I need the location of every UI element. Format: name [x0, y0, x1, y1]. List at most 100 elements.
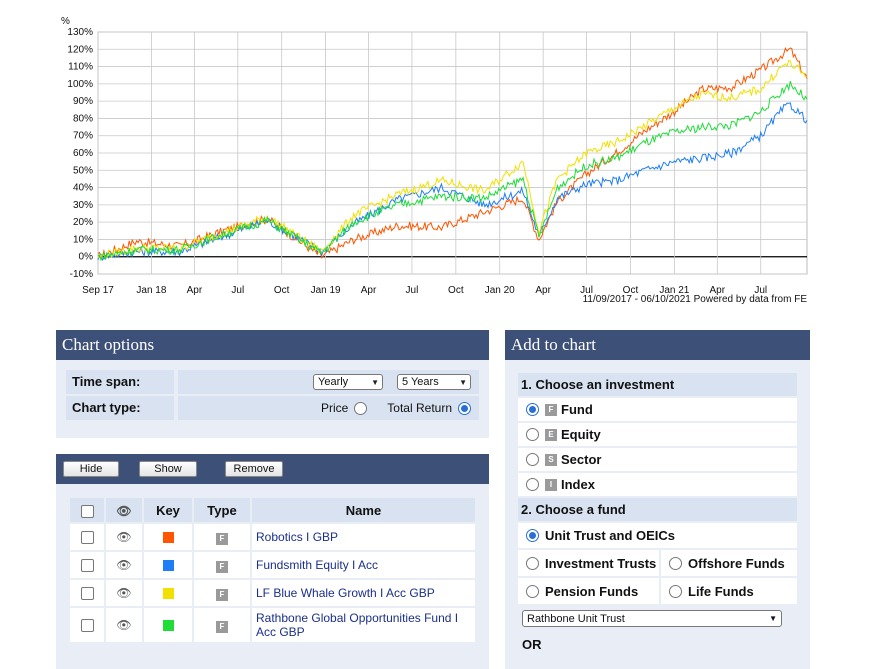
fund-manager-value: Rathbone Unit Trust	[527, 612, 625, 625]
key-header: Key	[144, 498, 192, 522]
fund-row-checkbox[interactable]	[80, 559, 94, 573]
offshore-funds-label: Offshore Funds	[688, 555, 785, 571]
investment-type-equity[interactable]: E Equity	[518, 421, 797, 446]
investment-type-index[interactable]: I Index	[518, 471, 797, 496]
time-span-label: Time span:	[66, 370, 174, 394]
x-tick-label: Oct	[623, 285, 639, 296]
eye-icon[interactable]: 👁	[116, 586, 132, 600]
y-tick-label: 70%	[73, 131, 93, 142]
fund-type-badge: F	[216, 620, 228, 633]
chart-footer-credit: 11/09/2017 - 06/10/2021 Powered by data …	[583, 294, 808, 305]
fund-name-link[interactable]: LF Blue Whale Growth I Acc GBP	[252, 580, 475, 606]
life-funds-option[interactable]: Life Funds	[661, 578, 797, 604]
fund-row-checkbox[interactable]	[80, 531, 94, 545]
fund-name-link[interactable]: Robotics I GBP	[252, 524, 475, 550]
fund-list-toolbar: Hide Show Remove	[56, 454, 489, 484]
pension-funds-radio[interactable]	[526, 584, 539, 598]
life-funds-radio[interactable]	[669, 584, 682, 598]
offshore-funds-radio[interactable]	[669, 556, 682, 570]
x-tick-label: Sep 17	[82, 285, 114, 296]
x-tick-label: Jan 19	[311, 285, 341, 296]
fund-row: 👁 F LF Blue Whale Growth I Acc GBP	[70, 580, 475, 606]
fund-row-checkbox[interactable]	[80, 587, 94, 601]
total-return-radio[interactable]	[458, 401, 471, 415]
life-funds-label: Life Funds	[688, 583, 754, 599]
select-all-checkbox[interactable]	[80, 504, 94, 518]
chart-series	[97, 47, 808, 262]
y-tick-label: 0%	[79, 252, 94, 263]
fund-row-checkbox[interactable]	[80, 619, 94, 633]
fund-row: 👁 F Fundsmith Equity I Acc	[70, 552, 475, 578]
time-span-interval-value: Yearly	[318, 376, 349, 388]
unit-trust-radio[interactable]	[526, 529, 539, 542]
investment-trusts-label: Investment Trusts	[545, 555, 657, 571]
y-tick-label: 100%	[67, 79, 93, 90]
name-header: Name	[252, 498, 475, 522]
price-radio[interactable]	[354, 401, 368, 415]
time-span-period-select[interactable]: 5 Years ▼	[397, 374, 471, 390]
fund-row: 👁 F Rathbone Global Opportunities Fund I A…	[70, 608, 475, 642]
fund-name-link[interactable]: Fundsmith Equity I Acc	[252, 552, 475, 578]
type-header: Type	[194, 498, 250, 522]
fund-radio[interactable]	[526, 403, 539, 416]
fund-name-link[interactable]: Rathbone Global Opportunities Fund I Acc…	[252, 608, 475, 642]
fund-type-badge: F	[216, 532, 228, 545]
unit-trust-label: Unit Trust and OEICs	[545, 528, 676, 543]
eye-icon[interactable]: 👁	[116, 530, 132, 544]
index-radio[interactable]	[526, 478, 539, 491]
y-tick-label: 90%	[73, 96, 93, 107]
fund-label: Fund	[561, 402, 593, 417]
pension-funds-label: Pension Funds	[545, 583, 639, 599]
investment-type-sector[interactable]: S Sector	[518, 446, 797, 471]
key-swatch	[162, 620, 174, 632]
show-button[interactable]: Show	[139, 461, 197, 477]
eye-icon[interactable]: 👁	[116, 618, 132, 632]
eye-icon[interactable]: 👁	[116, 558, 132, 572]
chart-date-range: 11/09/2017 - 06/10/2021	[583, 294, 692, 305]
chart-data-credit: Powered by data from FE	[694, 294, 808, 305]
equity-radio[interactable]	[526, 428, 539, 441]
hide-button[interactable]: Hide	[63, 461, 119, 477]
x-tick-label: Apr	[361, 285, 377, 296]
fund-type-badge: F	[216, 560, 228, 573]
add-to-chart-panel: Add to chart 1. Choose an investment F Fu…	[505, 330, 810, 669]
investment-trusts-radio[interactable]	[526, 556, 539, 570]
fund-table-header: 👁 Key Type Name	[70, 498, 475, 522]
chevron-down-icon: ▼	[769, 614, 777, 623]
y-axis-unit-label: %	[61, 16, 70, 27]
remove-button[interactable]: Remove	[225, 461, 283, 477]
y-tick-label: 40%	[73, 183, 93, 194]
x-tick-label: Oct	[448, 285, 464, 296]
x-tick-label: Apr	[710, 285, 726, 296]
sector-badge-icon: S	[545, 453, 557, 466]
sector-label: Sector	[561, 452, 602, 467]
fund-row: 👁 F Robotics I GBP	[70, 524, 475, 550]
x-axis-tick-labels: Sep 17 Jan 18 Apr Jul Oct Jan 19 Apr Jul Oct Jan …	[82, 285, 767, 296]
pension-funds-option[interactable]: Pension Funds	[518, 578, 659, 604]
x-tick-label: Apr	[535, 285, 551, 296]
equity-badge-icon: E	[545, 428, 557, 441]
offshore-funds-option[interactable]: Offshore Funds	[661, 550, 797, 576]
time-span-period-value: 5 Years	[402, 376, 439, 388]
fund-table: 👁 Key Type Name 👁 F Robotics I GBP 👁 F Fundsm…	[68, 496, 477, 644]
time-span-interval-select[interactable]: Yearly ▼	[313, 374, 383, 390]
x-tick-label: Jul	[231, 285, 244, 296]
choose-fund-heading: 2. Choose a fund	[518, 498, 797, 521]
x-tick-label: Jul	[754, 285, 767, 296]
chevron-down-icon: ▼	[459, 377, 467, 387]
fund-type-badge: F	[216, 588, 228, 601]
choose-investment-heading: 1. Choose an investment	[518, 373, 797, 396]
fund-badge-icon: F	[545, 403, 557, 416]
chart-type-label: Chart type:	[66, 396, 174, 420]
y-tick-label: 30%	[73, 200, 93, 211]
unit-trust-option[interactable]: Unit Trust and OEICs	[518, 521, 797, 548]
index-badge-icon: I	[545, 478, 557, 491]
key-swatch	[162, 588, 174, 600]
investment-trusts-option[interactable]: Investment Trusts	[518, 550, 659, 576]
x-tick-label: Jan 21	[659, 285, 689, 296]
investment-type-fund[interactable]: F Fund	[518, 396, 797, 421]
total-return-option-label: Total Return	[387, 401, 452, 415]
key-swatch	[162, 560, 174, 572]
fund-manager-select[interactable]: Rathbone Unit Trust ▼	[522, 610, 782, 627]
sector-radio[interactable]	[526, 453, 539, 466]
